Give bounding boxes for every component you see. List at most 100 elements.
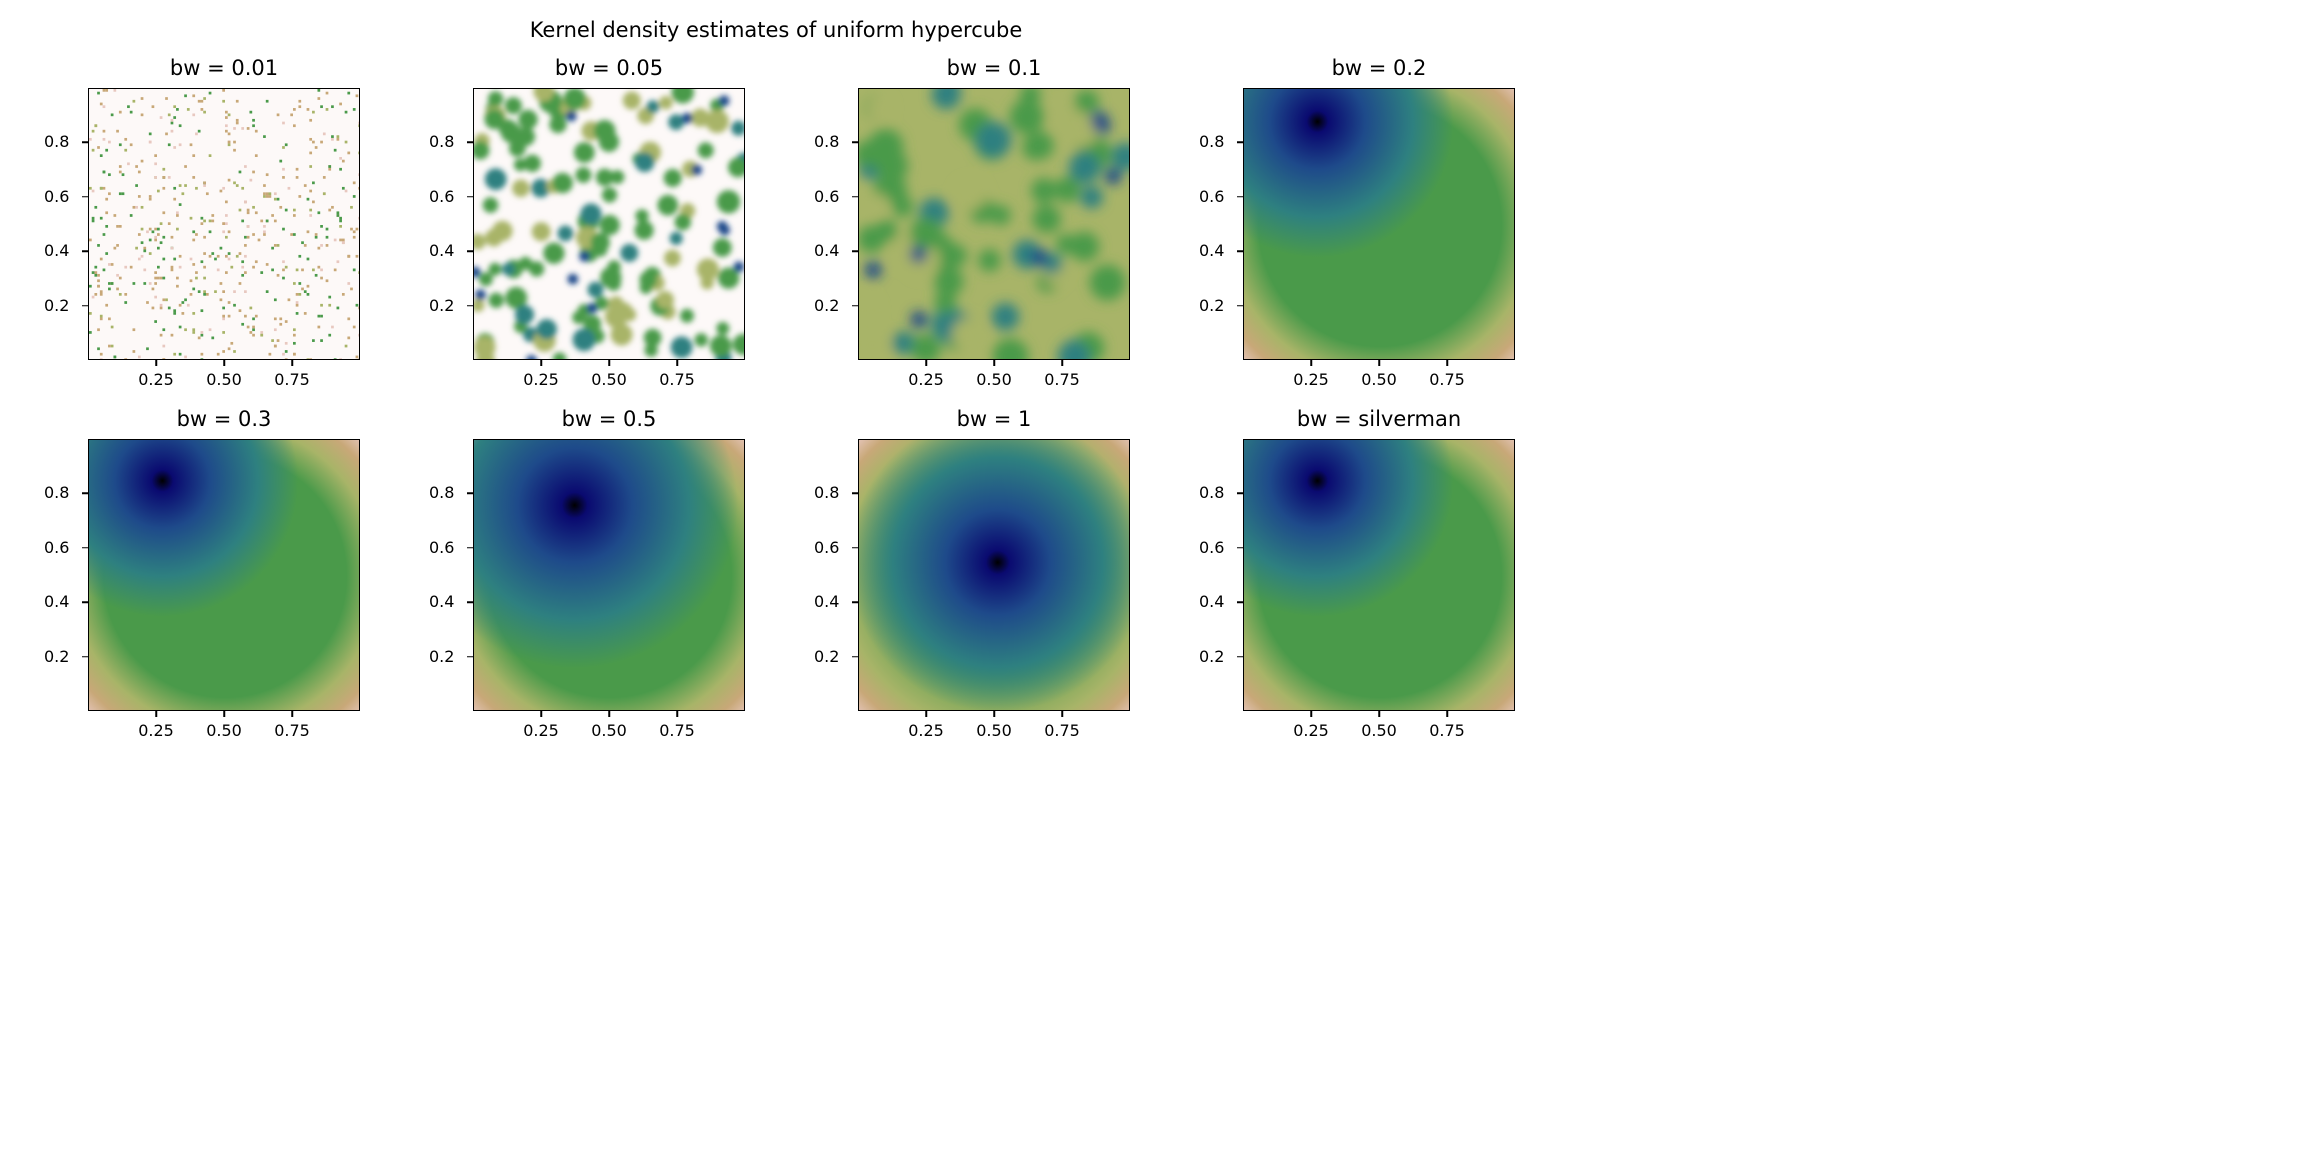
density-cell bbox=[173, 352, 177, 356]
density-cell bbox=[282, 176, 285, 179]
density-cell bbox=[282, 146, 285, 149]
heatmap-canvas bbox=[474, 89, 744, 359]
x-tick-mark bbox=[155, 711, 157, 717]
density-cell bbox=[140, 227, 144, 231]
density-cell bbox=[99, 257, 103, 261]
density-cell bbox=[94, 293, 98, 296]
density-cell bbox=[279, 322, 283, 326]
density-cell bbox=[99, 314, 103, 318]
density-cell bbox=[298, 293, 302, 296]
density-blob bbox=[474, 298, 485, 312]
density-blob bbox=[580, 203, 602, 225]
density-cell bbox=[333, 268, 337, 272]
density-cell bbox=[298, 105, 302, 109]
density-cell bbox=[129, 143, 133, 147]
density-cell bbox=[241, 260, 245, 264]
density-cell bbox=[352, 108, 356, 111]
y-tick-label: 0.8 bbox=[1199, 132, 1225, 152]
density-cell bbox=[282, 352, 285, 356]
y-tick-label: 0.4 bbox=[429, 241, 455, 261]
density-cell bbox=[235, 121, 239, 125]
density-cell bbox=[271, 246, 274, 250]
density-cell bbox=[162, 257, 166, 261]
density-blob bbox=[502, 262, 515, 276]
density-cell bbox=[135, 205, 138, 209]
density-blob bbox=[635, 209, 649, 223]
density-blob bbox=[875, 149, 909, 183]
density-blob bbox=[488, 262, 502, 276]
density-cell bbox=[339, 167, 342, 171]
density-cell bbox=[358, 121, 359, 125]
density-cell bbox=[333, 148, 337, 152]
density-cell bbox=[143, 246, 147, 250]
density-cell bbox=[263, 233, 266, 236]
heatmap-canvas bbox=[89, 440, 359, 710]
density-cell bbox=[314, 273, 318, 277]
density-cell bbox=[282, 167, 285, 171]
y-tick-mark bbox=[82, 492, 88, 495]
density-blob bbox=[669, 231, 683, 245]
density-blob bbox=[881, 176, 908, 203]
density-blob bbox=[600, 266, 622, 289]
y-tick-mark bbox=[82, 601, 88, 603]
density-blob bbox=[516, 127, 536, 146]
density-cell bbox=[320, 105, 323, 109]
density-cell bbox=[132, 282, 136, 285]
density-blob bbox=[728, 157, 744, 178]
density-blob bbox=[868, 193, 889, 215]
density-cell bbox=[298, 195, 302, 198]
density-cell bbox=[173, 197, 177, 201]
density-cell bbox=[293, 333, 296, 337]
density-hotspot bbox=[565, 110, 577, 122]
density-blob bbox=[990, 205, 1011, 226]
density-cell bbox=[200, 222, 204, 225]
density-cell bbox=[347, 336, 351, 340]
density-cell bbox=[105, 148, 109, 152]
density-cell bbox=[290, 233, 293, 236]
density-cell bbox=[189, 293, 193, 296]
density-cell bbox=[170, 235, 174, 239]
x-tick-label: 0.25 bbox=[138, 370, 174, 389]
density-blob bbox=[643, 328, 662, 347]
density-cell bbox=[309, 208, 313, 212]
density-cell bbox=[181, 192, 185, 196]
density-cell bbox=[331, 205, 334, 209]
density-cell bbox=[105, 89, 109, 92]
density-cell bbox=[238, 309, 242, 313]
density-cell bbox=[140, 113, 144, 117]
density-cell bbox=[208, 219, 212, 223]
density-cell bbox=[309, 165, 313, 168]
x-tick-label: 0.50 bbox=[206, 721, 242, 740]
density-blob bbox=[731, 120, 744, 136]
density-blob bbox=[732, 333, 744, 355]
density-cell bbox=[108, 263, 111, 266]
density-blob bbox=[1080, 185, 1103, 209]
density-heatmap bbox=[1243, 439, 1515, 711]
density-cell bbox=[165, 132, 168, 136]
density-cell bbox=[143, 249, 147, 253]
y-tick-label: 0.8 bbox=[44, 132, 70, 152]
density-cell bbox=[276, 113, 280, 117]
density-cell bbox=[233, 148, 236, 152]
density-blob bbox=[1111, 142, 1129, 171]
density-cell bbox=[208, 154, 212, 157]
y-tick-label: 0.6 bbox=[44, 186, 70, 206]
density-cell bbox=[244, 165, 247, 168]
density-cell bbox=[282, 227, 285, 231]
density-blob bbox=[951, 318, 985, 352]
y-tick-mark bbox=[1237, 250, 1243, 252]
density-cell bbox=[186, 108, 190, 111]
density-cell bbox=[97, 273, 100, 277]
density-cell bbox=[154, 282, 157, 285]
x-tick-label: 0.75 bbox=[274, 370, 310, 389]
density-cell bbox=[249, 306, 253, 310]
y-tick-label: 0.6 bbox=[1199, 186, 1225, 206]
density-blob bbox=[552, 172, 573, 194]
density-cell bbox=[339, 102, 342, 106]
density-cell bbox=[358, 333, 359, 337]
density-blob bbox=[583, 314, 602, 333]
density-cell bbox=[208, 254, 212, 258]
density-cell bbox=[282, 260, 285, 264]
heatmap-canvas bbox=[474, 440, 744, 710]
density-blob bbox=[484, 168, 507, 191]
